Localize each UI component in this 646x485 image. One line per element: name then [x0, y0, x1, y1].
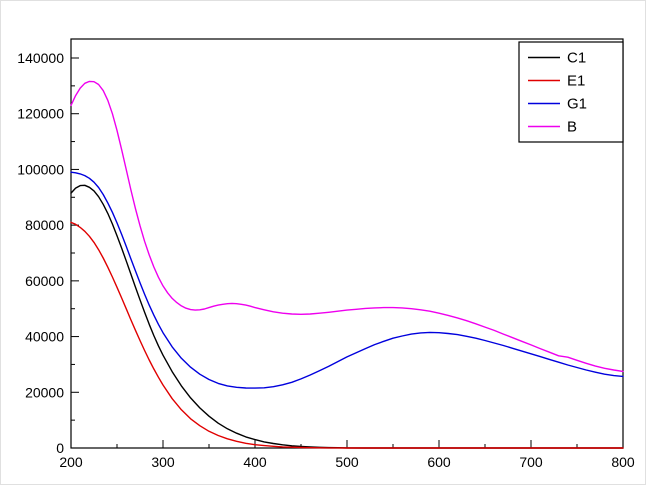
x-tick-label: 400: [243, 454, 267, 470]
x-tick-label: 300: [151, 454, 175, 470]
x-tick-label: 800: [611, 454, 635, 470]
legend-box: [518, 41, 624, 143]
series-line-E1: [70, 221, 624, 449]
x-tick-label: 200: [59, 454, 83, 470]
y-tick-label: 100000: [17, 161, 64, 177]
legend-label-C1: C1: [567, 50, 586, 67]
y-tick-label: 40000: [25, 329, 64, 345]
legend-label-G1: G1: [567, 96, 587, 113]
y-tick-label: 60000: [25, 273, 64, 289]
series-line-B: [70, 80, 624, 373]
y-tick-label: 120000: [17, 106, 64, 122]
x-tick-label: 500: [335, 454, 359, 470]
y-tick-label: 140000: [17, 50, 64, 66]
y-tick-label: 80000: [25, 217, 64, 233]
y-tick-label: 0: [56, 440, 64, 456]
y-tick-label: 20000: [25, 384, 64, 400]
x-tick-label: 600: [427, 454, 451, 470]
series-line-G1: [70, 171, 624, 389]
legend-label-E1: E1: [567, 73, 585, 90]
x-tick-label: 700: [519, 454, 543, 470]
legend-label-B: B: [567, 119, 577, 136]
